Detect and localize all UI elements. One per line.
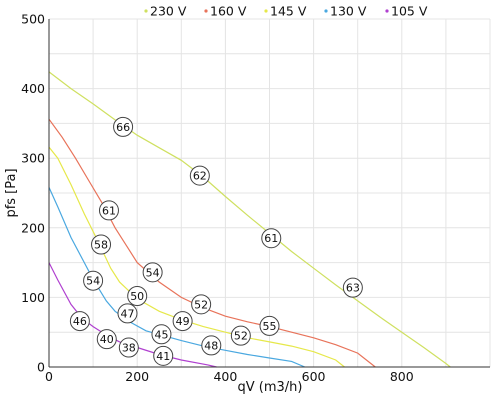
annotations: 66 62 61 63 61 58 54 54 52 55 50 47 49 52 46 45 48 40 38 41 [69,116,363,366]
legend-label: 145 V [270,4,307,19]
annotation-label: 52 [234,330,248,343]
annotation-badge: 47 [117,303,138,324]
annotation-circle [142,262,163,283]
x-tick-label: 200 [125,369,149,384]
x-tick-label: 800 [390,369,414,384]
grid [48,18,491,368]
annotation-circle [117,303,138,324]
annotation-badge: 46 [69,311,90,332]
annotation-circle [172,311,193,332]
annotation-circle [342,277,363,298]
y-tick-label: 300 [21,151,45,166]
annotation-circle [259,315,280,336]
annotation-label: 54 [146,266,160,279]
legend-item: 160 V [204,4,247,19]
annotation-badge: 61 [261,228,282,249]
legend-item: 230 V [144,4,187,19]
annotation-badge: 49 [172,311,193,332]
annotation-badge: 66 [113,116,134,137]
annotation-circle [153,345,174,366]
annotation-circle [83,270,104,291]
annotation-label: 50 [130,290,144,303]
x-tick-label: 400 [213,369,237,384]
annotation-badge: 55 [259,315,280,336]
annotation-badge: 48 [201,335,222,356]
annotation-circle [96,329,117,350]
annotation-circle [189,165,210,186]
annotation-circle [151,324,172,345]
series-line [48,187,306,368]
y-tick-label: 100 [21,290,45,305]
annotation-label: 41 [156,350,170,363]
series-line [48,118,376,368]
annotation-label: 48 [204,339,218,352]
annotation-badge: 63 [342,277,363,298]
y-tick-label: 200 [21,220,45,235]
legend-label: 130 V [330,4,367,19]
annotation-circle [230,325,251,346]
annotation-label: 58 [94,239,108,252]
annotation-label: 61 [264,232,278,245]
annotation-badge: 62 [189,165,210,186]
annotation-label: 47 [120,307,134,320]
annotation-label: 62 [193,170,207,183]
annotation-label: 40 [100,333,114,346]
series-line [48,146,345,368]
legend-label: 105 V [391,4,428,19]
annotation-badge: 52 [230,325,251,346]
x-tick-label: 0 [45,369,53,384]
annotation-badge: 54 [142,262,163,283]
annotation-circle [127,286,148,307]
annotation-label: 46 [73,315,87,328]
annotation-label: 66 [116,121,130,134]
annotation-circle [69,311,90,332]
legend-item: 145 V [264,4,307,19]
annotation-circle [98,200,119,221]
y-tick-label: 500 [21,12,45,27]
x-tick-label: 600 [302,369,326,384]
annotation-label: 54 [86,275,100,288]
legend-item: 130 V [324,4,367,19]
annotation-label: 63 [346,282,360,295]
annotation-label: 61 [102,204,116,217]
legend-marker [264,9,268,13]
annotation-label: 45 [154,328,168,341]
annotation-circle [261,228,282,249]
annotation-badge: 40 [96,329,117,350]
legend-marker [204,9,208,13]
annotation-circle [201,335,222,356]
legend-item: 105 V [385,4,428,19]
x-axis-label: qV (m3/h) [238,380,303,395]
y-axis-label: pfs [Pa] [4,168,19,217]
annotation-badge: 61 [98,200,119,221]
annotation-circle [113,116,134,137]
annotation-circle [91,234,112,255]
annotation-label: 52 [194,298,208,311]
annotation-badge: 54 [83,270,104,291]
annotation-badge: 52 [191,294,212,315]
annotation-label: 38 [122,342,136,355]
axes: 0 200 400 600 800 0 100 200 300 400 500 [21,12,490,384]
annotation-badge: 45 [151,324,172,345]
legend-label: 230 V [150,4,187,19]
annotation-badge: 38 [118,337,139,358]
annotation-badge: 41 [153,345,174,366]
legend-label: 160 V [210,4,247,19]
annotation-circle [191,294,212,315]
annotation-circle [118,337,139,358]
annotation-label: 55 [263,320,277,333]
annotation-label: 49 [176,315,190,328]
legend: 230 V 160 V 145 V 130 V 105 V [144,4,428,19]
legend-marker [385,9,389,13]
legend-marker [144,9,148,13]
y-tick-label: 0 [37,360,45,375]
annotation-badge: 50 [127,286,148,307]
annotation-badge: 58 [91,234,112,255]
legend-marker [324,9,328,13]
y-tick-label: 400 [21,81,45,96]
